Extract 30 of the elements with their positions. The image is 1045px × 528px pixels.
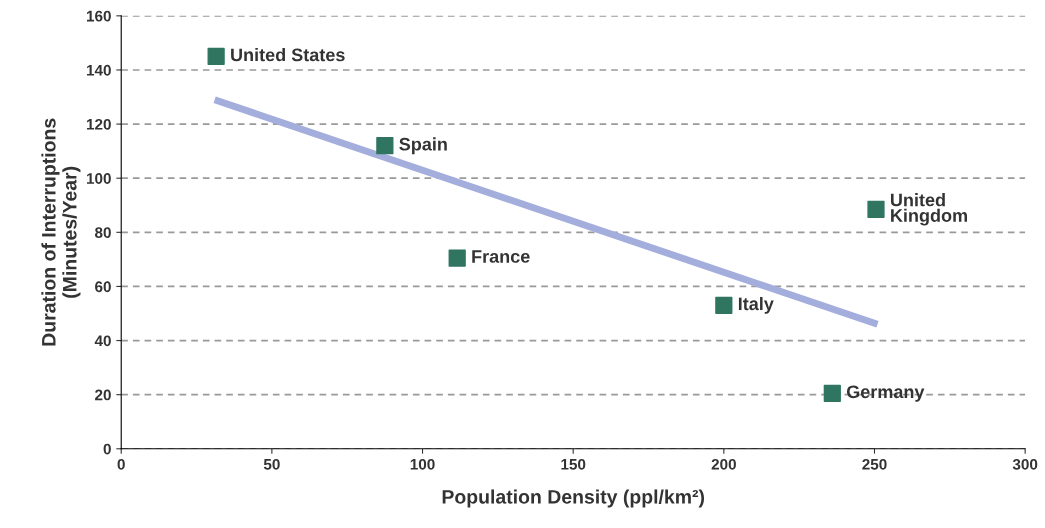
y-tick-label: 40 xyxy=(94,335,111,347)
point xyxy=(207,47,225,66)
point xyxy=(867,200,885,218)
y-tick-label: 0 xyxy=(103,443,111,455)
y-tick-label: 160 xyxy=(86,10,111,22)
x-tick-label: 100 xyxy=(410,458,435,470)
x-tick-label: 300 xyxy=(1012,458,1038,470)
annotation: Germany xyxy=(846,385,925,402)
x-axis-title: Population Density (ppl/km²) xyxy=(442,489,705,508)
annotation: France xyxy=(472,250,530,263)
y-tick-label: 100 xyxy=(86,173,111,184)
y-tick-label: 20 xyxy=(95,389,111,401)
x-tick-label: 250 xyxy=(862,458,887,470)
x-tick-label: 200 xyxy=(711,458,736,470)
point xyxy=(715,296,733,314)
y-tick-label: 140 xyxy=(86,64,111,76)
y-tick-label: 120 xyxy=(86,118,111,130)
x-tick-label: 0 xyxy=(117,458,125,470)
y-axis-title: Duration of Interruptions (Minutes/Year) xyxy=(41,118,81,346)
point xyxy=(448,249,466,267)
annotation: United Kingdom xyxy=(890,193,967,226)
y-tick-label: 80 xyxy=(94,227,111,239)
annotation: Italy xyxy=(738,296,774,314)
point xyxy=(823,384,841,402)
annotation: United States xyxy=(231,48,345,62)
x-tick-label: 50 xyxy=(263,458,280,470)
x-tick-label: 150 xyxy=(561,458,586,470)
annotation: Spain xyxy=(399,137,447,155)
y-tick-label: 60 xyxy=(95,281,111,293)
point xyxy=(376,137,394,155)
